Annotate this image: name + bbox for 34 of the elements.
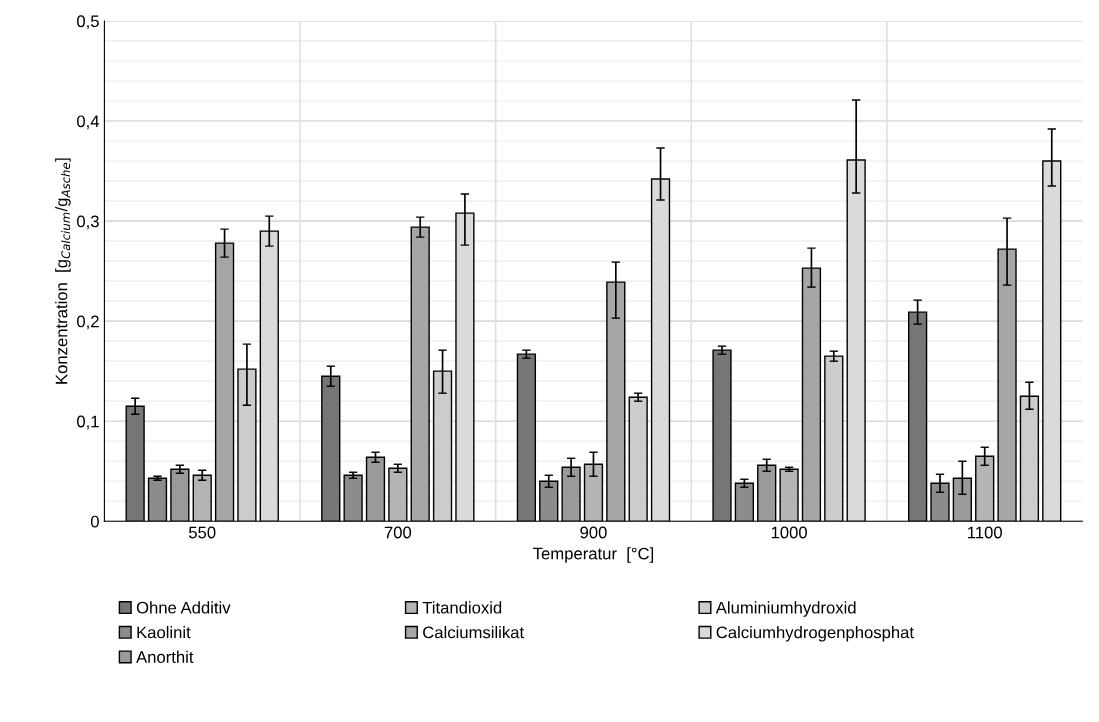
x-tick-label: 1000 [771,526,807,539]
y-axis-title: Konzentration [g$_{Calcium}$/g$_{Asche}$] [55,158,71,384]
legend-label: Calciumsilikat [423,626,524,639]
legend-label: Titandioxid [422,601,502,614]
legend-label: Kaolinit [137,626,191,639]
y-tick-label: 0,1 [77,415,99,430]
legend-label: Ohne Additiv [136,601,231,614]
bar [712,349,732,522]
x-tick-label: 700 [384,526,412,539]
bar [734,482,755,522]
bar [539,480,559,522]
y-tick-label: 0,4 [77,115,100,130]
bar [757,464,777,522]
x-tick-label: 1100 [968,526,1002,539]
x-tick-label: 550 [188,526,216,539]
bar [824,355,844,522]
bar [388,467,408,522]
bar [365,456,386,522]
legend-label: Anorthit [136,650,194,663]
legend-label: Calciumhydrogenphosphat [716,626,914,642]
x-axis-title: Temperatur [°C] [533,547,654,563]
bar [516,353,537,522]
x-tick-label: 900 [580,526,607,539]
bar [343,474,363,522]
y-tick-label: 0,5 [77,15,99,30]
y-tick-label: 0 [90,515,99,528]
y-tick-label: 0,2 [77,315,99,330]
bar [147,477,168,522]
bar [192,474,212,522]
bar [628,396,648,522]
legend-label: Aluminiumhydroxid [715,601,856,617]
y-tick-label: 0,3 [77,215,99,230]
bar [170,468,190,522]
bar [779,468,799,522]
